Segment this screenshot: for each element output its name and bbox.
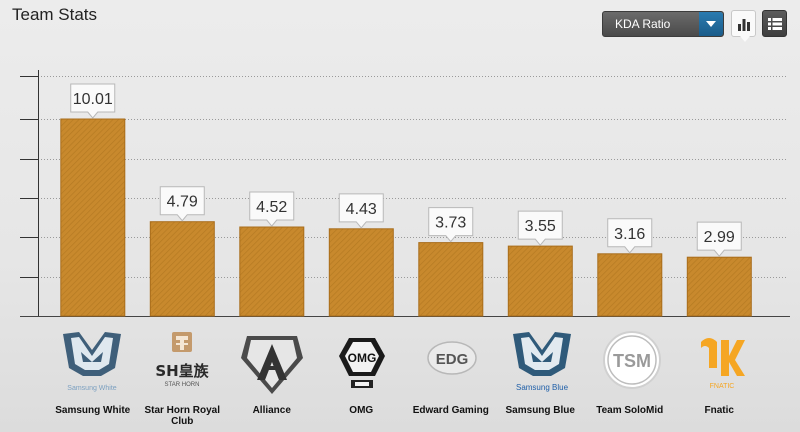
category-label: OMG	[349, 405, 374, 416]
page-title: Team Stats	[12, 5, 98, 24]
value-label-box	[696, 221, 742, 257]
value-label-text: 3.73	[435, 215, 466, 232]
chevron-down-icon	[706, 21, 716, 27]
value-label: 3.73	[428, 207, 474, 243]
bar-team-solomid[interactable]	[597, 253, 663, 317]
metric-select-value: KDA Ratio	[615, 17, 671, 31]
category-label: Samsung White	[55, 405, 131, 416]
svg-text:FNATIC: FNATIC	[710, 383, 735, 390]
dropdown-toggle[interactable]	[699, 12, 723, 36]
bar-samsung-white[interactable]	[60, 118, 126, 317]
value-label-text: 3.55	[525, 218, 556, 235]
value-label: 3.55	[517, 210, 563, 246]
value-label-box	[338, 193, 384, 229]
list-icon	[768, 18, 782, 30]
star-horn-royal-club-logo: SH皇族 STAR HORN	[147, 328, 217, 396]
svg-text:OMG: OMG	[348, 351, 377, 365]
value-label: 4.52	[249, 191, 295, 227]
omg-logo: OMG	[327, 328, 397, 396]
bar-edward-gaming[interactable]	[418, 242, 484, 317]
value-label-box	[607, 218, 653, 254]
bar-chart-icon	[738, 19, 750, 31]
value-label: 10.01	[70, 83, 116, 119]
value-label-text: 10.01	[73, 91, 113, 108]
svg-text:Samsung Blue: Samsung Blue	[516, 383, 569, 392]
svg-text:EDG: EDG	[436, 351, 469, 368]
category-label: Samsung Blue	[505, 405, 575, 416]
svg-text:TSM: TSM	[613, 351, 651, 371]
bar-samsung-blue[interactable]	[507, 245, 573, 317]
value-label-box	[159, 186, 205, 222]
metric-select[interactable]: KDA Ratio	[602, 11, 724, 37]
svg-text:STAR HORN: STAR HORN	[165, 382, 200, 388]
value-label-text: 3.16	[614, 226, 645, 243]
edward-gaming-logo: EDG	[417, 328, 487, 396]
svg-text:SH皇族: SH皇族	[155, 362, 209, 380]
category-label: Alliance	[252, 405, 291, 416]
value-label-text: 4.43	[346, 201, 377, 218]
svg-text:Samsung White: Samsung White	[67, 385, 117, 392]
samsung-white-logo: Samsung White	[57, 328, 127, 396]
samsung-blue-logo: Samsung Blue	[507, 328, 577, 396]
category-label: Star Horn Royal Club	[144, 405, 221, 427]
value-label: 4.79	[159, 186, 205, 222]
value-label-text: 4.52	[256, 199, 287, 216]
bar-alliance[interactable]	[239, 226, 305, 317]
bar-omg[interactable]	[328, 228, 394, 317]
value-label: 4.43	[338, 193, 384, 229]
category-label: Edward Gaming	[412, 405, 489, 416]
category-label: Fnatic	[704, 405, 734, 416]
alliance-logo	[237, 328, 307, 396]
category-label: Team SoloMid	[596, 405, 664, 416]
value-label-text: 4.79	[167, 194, 198, 211]
value-label: 3.16	[607, 218, 653, 254]
chart-view-button[interactable]	[731, 10, 756, 42]
bar-star-horn-royal-club[interactable]	[149, 221, 215, 317]
team-solomid-logo: TSM	[597, 328, 667, 396]
value-label: 2.99	[696, 221, 742, 257]
value-label-box	[428, 207, 474, 243]
value-label-box	[70, 83, 116, 119]
value-label-text: 2.99	[704, 229, 735, 246]
bar-fnatic[interactable]	[686, 256, 752, 317]
fnatic-logo: FNATIC	[687, 328, 757, 396]
value-label-box	[249, 191, 295, 227]
value-label-box	[517, 210, 563, 246]
list-view-button[interactable]	[762, 10, 787, 37]
